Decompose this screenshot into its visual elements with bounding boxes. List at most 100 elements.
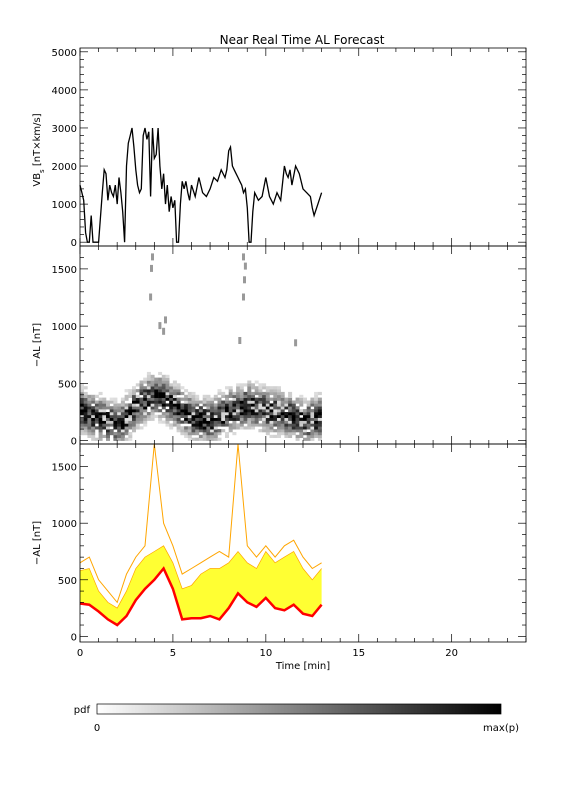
pdf-cell — [317, 400, 322, 404]
pdf-cell — [288, 406, 293, 410]
pdf-cell — [106, 420, 110, 424]
pdf-cell — [288, 414, 293, 418]
pdf-cell — [169, 403, 174, 407]
y-tick-label: 1500 — [52, 265, 77, 276]
pdf-cell — [169, 400, 174, 404]
pdf-cell — [303, 432, 307, 436]
pdf-cell — [213, 406, 218, 410]
pdf-cell — [83, 406, 88, 410]
pdf-cell — [91, 432, 96, 436]
pdf-cell — [243, 397, 248, 401]
pdf-cell — [239, 400, 244, 404]
pdf-cell — [277, 406, 281, 410]
pdf-cell — [128, 414, 133, 418]
pdf-cell — [154, 397, 159, 401]
pdf-cell — [158, 403, 163, 407]
pdf-cell — [94, 412, 99, 416]
pdf-cell — [124, 414, 129, 418]
y-tick-label: 0 — [71, 632, 77, 643]
pdf-outlier — [242, 253, 245, 261]
pdf-cell — [243, 391, 248, 396]
pdf-cell — [277, 412, 281, 416]
pdf-cell — [109, 429, 114, 433]
pdf-cell — [295, 406, 300, 410]
pdf-cell — [120, 400, 125, 404]
pdf-cell — [191, 409, 196, 413]
pdf-cell — [135, 394, 140, 398]
pdf-cell — [306, 412, 311, 416]
pdf-cell — [172, 414, 177, 418]
pdf-cell — [239, 391, 244, 396]
pdf-cell — [172, 423, 177, 427]
pdf-cell — [269, 409, 274, 413]
pdf-cell — [195, 414, 200, 418]
pdf-cell — [102, 426, 107, 430]
pdf-cell — [314, 406, 319, 410]
pdf-cell — [213, 409, 218, 413]
pdf-cell — [299, 417, 304, 421]
pdf-cell — [180, 397, 185, 401]
pdf-cell — [172, 394, 177, 398]
pdf-cell — [154, 406, 159, 410]
pdf-cell — [269, 434, 274, 438]
pdf-cell — [180, 429, 185, 433]
pdf-cell — [94, 394, 99, 398]
x-tick-label: 0 — [77, 648, 83, 659]
panel-frame-bottom — [79, 443, 527, 643]
pdf-cell — [191, 397, 196, 401]
pdf-cell — [280, 397, 285, 401]
pdf-cell — [221, 420, 226, 424]
y-tick-label: 1500 — [52, 463, 77, 474]
pdf-cell — [113, 434, 118, 438]
pdf-cell — [221, 417, 226, 421]
pdf-cell — [169, 389, 174, 393]
pdf-cell — [106, 434, 110, 438]
pdf-cell — [317, 403, 322, 407]
pdf-cell — [165, 397, 170, 401]
pdf-cell — [169, 406, 174, 410]
pdf-cell — [113, 406, 118, 410]
pdf-cell — [146, 417, 151, 421]
pdf-cell — [87, 420, 92, 424]
pdf-cell — [143, 412, 148, 416]
pdf-cell — [303, 397, 307, 401]
pdf-cell — [195, 426, 200, 430]
pdf-cell — [184, 409, 189, 413]
pdf-cell — [310, 429, 315, 433]
pdf-cell — [165, 380, 170, 384]
panel-frame-top — [79, 47, 527, 247]
pdf-cell — [295, 437, 300, 441]
pdf-cell — [135, 409, 140, 413]
pdf-cell — [221, 414, 226, 418]
pdf-cell — [150, 383, 155, 387]
pdf-cell — [139, 400, 144, 404]
pdf-cell — [295, 417, 300, 421]
pdf-outlier — [151, 253, 154, 261]
pdf-cell — [202, 417, 207, 421]
pdf-cell — [277, 409, 281, 413]
pdf-cell — [98, 400, 103, 404]
pdf-cell — [98, 437, 103, 441]
pdf-cell — [191, 426, 196, 430]
pdf-cell — [254, 403, 259, 407]
pdf-cell — [135, 389, 140, 393]
pdf-cell — [265, 417, 270, 421]
pdf-cell — [154, 386, 159, 390]
pdf-cell — [87, 417, 92, 421]
pdf-cell — [165, 374, 170, 378]
pdf-cell — [299, 400, 304, 404]
x-tick-label: 10 — [259, 648, 272, 659]
pdf-cell — [98, 432, 103, 436]
pdf-cell — [243, 426, 248, 430]
pdf-cell — [165, 414, 170, 418]
pdf-cell — [113, 426, 118, 430]
pdf-cell — [135, 423, 140, 427]
pdf-cell — [254, 409, 259, 413]
pdf-cell — [158, 371, 163, 376]
pdf-cell — [158, 386, 163, 390]
pdf-cell — [291, 403, 296, 407]
pdf-cell — [251, 386, 255, 390]
pdf-cell — [146, 371, 151, 376]
pdf-cell — [232, 400, 237, 404]
pdf-cell — [120, 434, 125, 438]
